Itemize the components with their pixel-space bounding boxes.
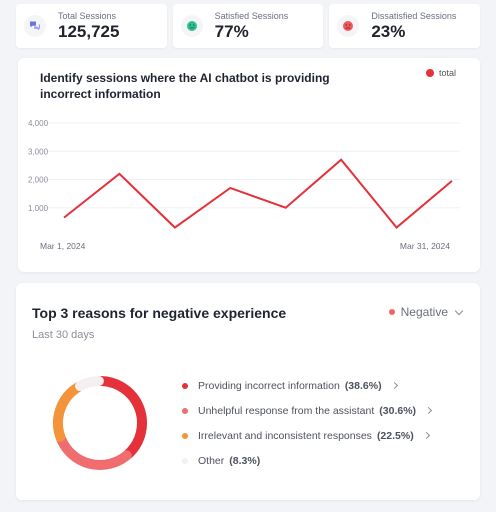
reason-item-irrelevant-responses[interactable]: Irrelevant and inconsistent responses (2… <box>182 423 462 448</box>
reason-dot <box>182 432 188 439</box>
filter-label: Negative <box>400 305 448 319</box>
chat-bubbles-icon <box>24 15 46 37</box>
reason-item-incorrect-info[interactable]: Providing incorrect information (38.6%) <box>182 373 462 398</box>
chart-legend[interactable]: total <box>425 68 456 78</box>
x-tick-label: Mar 1, 2024 <box>40 241 86 251</box>
kpi-dissatisfied-sessions[interactable]: Dissatisfied Sessions 23% <box>329 4 481 48</box>
kpi-value: 125,725 <box>58 21 120 41</box>
reason-label: Other <box>198 454 225 467</box>
reason-pct: (8.3%) <box>229 454 261 467</box>
reason-dot <box>182 457 188 464</box>
chevron-right-icon <box>422 431 430 440</box>
y-tick-label: 4,000 <box>28 119 49 128</box>
y-tick-label: 3,000 <box>28 147 49 156</box>
donut-slice[interactable] <box>53 382 84 442</box>
sad-face-icon <box>337 15 360 37</box>
legend-label: total <box>438 68 456 78</box>
reason-label: Irrelevant and inconsistent responses <box>198 429 372 442</box>
line-chart: 1,000 2,000 3,000 4,000 Mar 1, 2024 Mar 31, 2… <box>28 119 460 251</box>
line-chart-card: Identify sessions where the AI chatbot i… <box>18 58 480 272</box>
reason-pct: (22.5%) <box>376 429 414 442</box>
kpi-value: 23% <box>371 21 406 41</box>
reason-dot <box>182 382 188 389</box>
chevron-down-icon <box>454 306 464 315</box>
legend-dot <box>425 69 434 77</box>
x-tick-label: Mar 31, 2024 <box>400 241 450 251</box>
reason-item-other: Other (8.3%) <box>182 448 462 473</box>
reason-pct: (30.6%) <box>379 404 417 417</box>
series-line-total[interactable] <box>63 158 453 229</box>
donut-chart <box>53 376 147 470</box>
reason-dot <box>182 407 188 414</box>
donut-slice[interactable] <box>75 376 104 392</box>
filter-dot <box>388 309 395 315</box>
donut-card-title: Top 3 reasons for negative experience <box>32 305 287 321</box>
reason-pct: (38.6%) <box>344 379 382 392</box>
reason-label: Unhelpful response from the assistant <box>198 404 375 417</box>
reason-label: Providing incorrect information <box>198 379 340 392</box>
kpi-total-sessions[interactable]: Total Sessions 125,725 <box>16 4 167 48</box>
y-tick-label: 2,000 <box>28 176 49 185</box>
kpi-label: Satisfied Sessions <box>214 10 289 21</box>
reason-list: Providing incorrect information (38.6%) … <box>182 373 462 473</box>
kpi-value: 77% <box>214 21 249 41</box>
happy-face-icon <box>180 15 203 37</box>
reason-item-unhelpful-response[interactable]: Unhelpful response from the assistant (3… <box>182 398 462 423</box>
chevron-right-icon <box>424 406 433 415</box>
sentiment-filter-dropdown[interactable]: Negative <box>388 305 464 319</box>
donut-slice[interactable] <box>96 376 147 459</box>
kpi-label: Total Sessions <box>58 10 117 21</box>
kpi-satisfied-sessions[interactable]: Satisfied Sessions 77% <box>172 4 324 48</box>
chevron-right-icon <box>390 381 398 390</box>
donut-slice[interactable] <box>56 433 132 470</box>
line-chart-title: Identify sessions where the AI chatbot i… <box>40 71 330 101</box>
kpi-row: Total Sessions 125,725 Satisfied Session… <box>16 4 481 48</box>
y-tick-label: 1,000 <box>28 204 49 213</box>
donut-card-subtitle: Last 30 days <box>32 329 95 341</box>
kpi-label: Dissatisfied Sessions <box>371 10 457 21</box>
donut-chart-card: Top 3 reasons for negative experience La… <box>16 283 480 500</box>
